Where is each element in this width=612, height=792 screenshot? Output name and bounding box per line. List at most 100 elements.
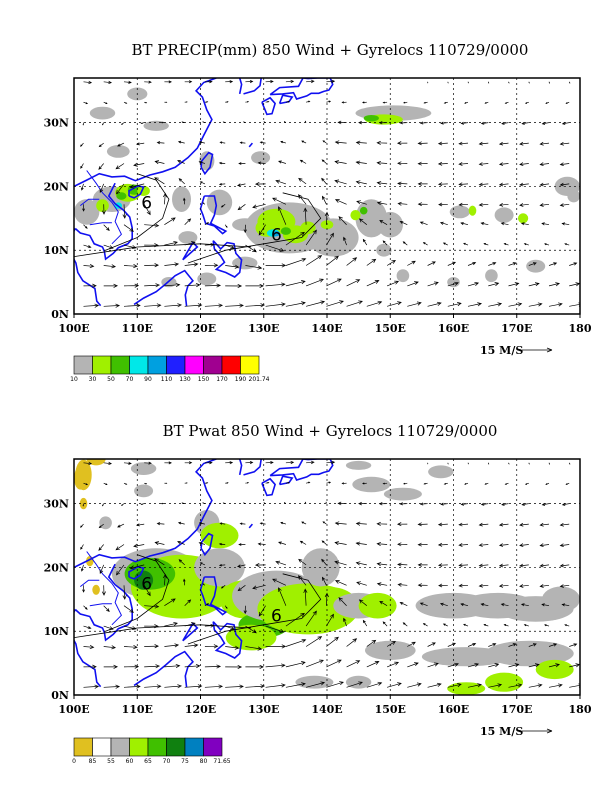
precip-panel: BT PRECIP(mm) 850 Wind + Gyrelocs 110729… xyxy=(44,41,592,383)
wind-arrow xyxy=(101,585,106,596)
wind-arrow xyxy=(561,603,570,607)
wind-arrow xyxy=(443,101,448,104)
wind-arrow xyxy=(220,204,226,208)
wind-arrow xyxy=(467,281,480,287)
wind-arrow xyxy=(463,623,469,627)
wind-arrow xyxy=(322,195,327,205)
wind-arrow xyxy=(265,79,274,84)
wind-arrow xyxy=(82,122,84,126)
colorbar-label: 130 xyxy=(179,376,191,383)
wind-arrow xyxy=(407,260,416,266)
wind-arrow xyxy=(568,462,571,465)
wind-arrow xyxy=(83,664,97,669)
wind-arrow xyxy=(358,218,368,225)
wind-arrow xyxy=(202,121,206,123)
wind-arrow xyxy=(488,663,500,668)
wind-arrow xyxy=(427,682,442,688)
wind-arrow xyxy=(346,681,363,688)
wind-arrow xyxy=(254,181,266,187)
wind-arrow xyxy=(564,624,570,627)
wind-vectors xyxy=(74,79,580,308)
wind-arrow xyxy=(322,140,327,144)
reference-vector-label: 15 M/S xyxy=(480,344,523,357)
wind-arrow xyxy=(225,264,240,269)
wind-arrow xyxy=(458,162,469,166)
wind-arrow xyxy=(437,522,448,527)
wind-arrow xyxy=(366,681,383,688)
wind-arrow xyxy=(252,203,266,209)
wind-arrow xyxy=(458,182,469,187)
border-line xyxy=(89,603,112,607)
wind-arrow xyxy=(376,160,388,166)
wind-arrow xyxy=(123,684,141,689)
wind-arrow xyxy=(439,221,448,226)
longitude-label: 130E xyxy=(248,322,279,335)
wind-arrow xyxy=(123,263,138,269)
wind-arrow xyxy=(164,663,181,669)
shade-patch xyxy=(363,115,379,122)
wind-arrow xyxy=(447,662,459,668)
wind-arrow xyxy=(156,522,165,526)
longitude-label: 140E xyxy=(311,322,342,335)
wind-arrow xyxy=(144,482,148,485)
wind-arrow xyxy=(478,522,489,527)
wind-arrow xyxy=(204,263,219,268)
wind-arrow xyxy=(103,283,119,288)
wind-arrow xyxy=(184,80,193,84)
wind-arrow xyxy=(321,558,327,566)
wind-arrow xyxy=(306,79,315,84)
wind-arrow xyxy=(121,122,125,125)
wind-arrow xyxy=(417,202,428,207)
wind-arrow xyxy=(257,542,266,546)
wind-arrow xyxy=(83,263,95,269)
shade-patch xyxy=(92,584,100,595)
wind-arrow xyxy=(115,544,125,551)
wind-arrow xyxy=(467,683,482,688)
shade-patch xyxy=(358,592,397,619)
wind-arrow xyxy=(164,684,183,689)
wind-arrow xyxy=(467,642,477,647)
precip-panel-title: BT PRECIP(mm) 850 Wind + Gyrelocs 110729… xyxy=(132,41,529,59)
wind-arrow xyxy=(519,162,529,167)
wind-arrow xyxy=(280,140,287,144)
wind-arrow xyxy=(376,140,388,145)
wind-arrow xyxy=(182,578,186,586)
coastline xyxy=(238,459,243,476)
coastline xyxy=(133,650,194,688)
wind-arrow xyxy=(483,623,489,627)
wind-arrow xyxy=(245,265,263,270)
wind-arrow xyxy=(115,163,125,170)
wind-arrow xyxy=(83,644,95,650)
wind-arrow xyxy=(306,681,326,688)
wind-arrow xyxy=(133,162,145,167)
wind-arrow xyxy=(407,641,416,647)
wind-arrow xyxy=(80,523,84,528)
wind-arrow xyxy=(403,101,408,104)
wind-arrow xyxy=(306,300,326,307)
shade-patch xyxy=(251,151,271,165)
wind-arrow xyxy=(164,101,168,104)
wind-arrow xyxy=(501,121,509,125)
wind-arrow xyxy=(337,501,347,506)
wind-arrow xyxy=(396,522,408,527)
wind-arrow xyxy=(338,597,347,606)
wind-arrow xyxy=(548,663,560,668)
wind-arrow xyxy=(285,301,306,307)
wind-arrow xyxy=(184,482,188,484)
wind-arrow xyxy=(99,183,105,194)
wind-arrow xyxy=(382,101,388,104)
colorbar-label: 60 xyxy=(126,758,134,765)
wind-arrow xyxy=(397,562,408,567)
wind-arrow xyxy=(304,501,307,504)
shade-patch xyxy=(200,522,239,549)
coastline xyxy=(269,78,334,100)
wind-arrow xyxy=(417,181,428,186)
wind-arrow xyxy=(488,302,503,307)
wind-arrow xyxy=(218,161,226,165)
shade-patch xyxy=(518,213,529,224)
coastline xyxy=(199,576,228,616)
shade-patch xyxy=(350,210,361,221)
wind-arrow xyxy=(343,617,347,627)
wind-arrow xyxy=(80,183,84,191)
wind-arrow xyxy=(358,501,367,506)
